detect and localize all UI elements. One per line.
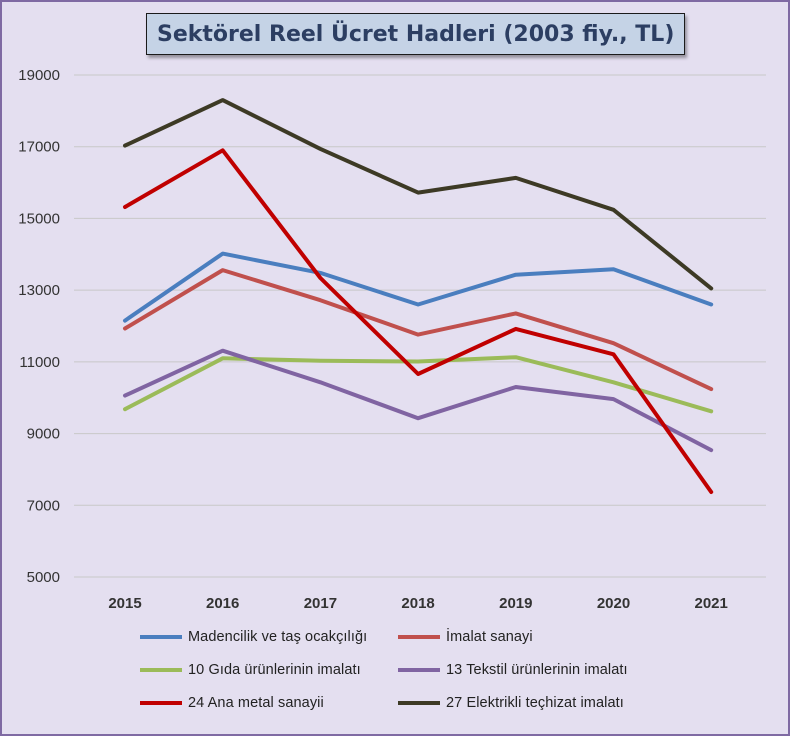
legend-item: 27 Elektrikli teçhizat imalatı: [398, 694, 688, 712]
legend-swatch: [140, 668, 182, 672]
legend-swatch: [398, 701, 440, 705]
x-tick-label: 2017: [304, 595, 337, 612]
series-line-4: [123, 148, 714, 494]
legend-item: Madencilik ve taş ocakçılığı: [140, 628, 398, 646]
grid-lines: [74, 74, 766, 578]
x-tick-label: 2018: [401, 595, 434, 612]
y-tick-label: 11000: [19, 354, 60, 371]
legend-label: Madencilik ve taş ocakçılığı: [188, 629, 368, 645]
y-tick-label: 17000: [18, 139, 60, 156]
y-tick-label: 5000: [27, 569, 60, 586]
legend-swatch: [398, 668, 440, 672]
legend-label: 13 Tekstil ürünlerinin imalatı: [446, 662, 628, 678]
y-tick-label: 19000: [18, 67, 60, 84]
y-tick-label: 7000: [27, 497, 60, 514]
x-tick-label: 2021: [695, 595, 728, 612]
series-line-5: [123, 98, 714, 291]
legend-label: 24 Ana metal sanayii: [188, 695, 324, 711]
series-lines: [123, 98, 714, 494]
legend-item: 13 Tekstil ürünlerinin imalatı: [398, 661, 688, 679]
series-line-0: [123, 251, 714, 323]
legend-swatch: [140, 635, 182, 639]
legend-label: İmalat sanayi: [446, 629, 533, 645]
chart-legend: Madencilik ve taş ocakçılığı İmalat sanay…: [140, 628, 688, 712]
y-tick-label: 9000: [27, 426, 60, 443]
legend-label: 27 Elektrikli teçhizat imalatı: [446, 695, 624, 711]
x-tick-label: 2020: [597, 595, 630, 612]
legend-label: 10 Gıda ürünlerinin imalatı: [188, 662, 361, 678]
series-line-1: [123, 268, 714, 392]
series-line-2: [123, 355, 714, 414]
legend-item: İmalat sanayi: [398, 628, 688, 646]
series-line-3: [123, 348, 714, 453]
legend-swatch: [140, 701, 182, 705]
chart-title: Sektörel Reel Ücret Hadleri (2003 fiy., …: [146, 13, 686, 55]
x-axis-ticks: 2015 2016 2017 2018 2019 2020 2021: [108, 595, 728, 612]
y-axis-ticks: 5000 7000 9000 11000 13000 15000 17000 19000: [18, 67, 60, 586]
y-tick-label: 13000: [18, 282, 60, 299]
x-tick-label: 2015: [108, 595, 141, 612]
legend-item: 24 Ana metal sanayii: [140, 694, 398, 712]
x-tick-label: 2019: [499, 595, 532, 612]
legend-swatch: [398, 635, 440, 639]
x-tick-label: 2016: [206, 595, 239, 612]
legend-item: 10 Gıda ürünlerinin imalatı: [140, 661, 398, 679]
y-tick-label: 15000: [18, 210, 60, 227]
